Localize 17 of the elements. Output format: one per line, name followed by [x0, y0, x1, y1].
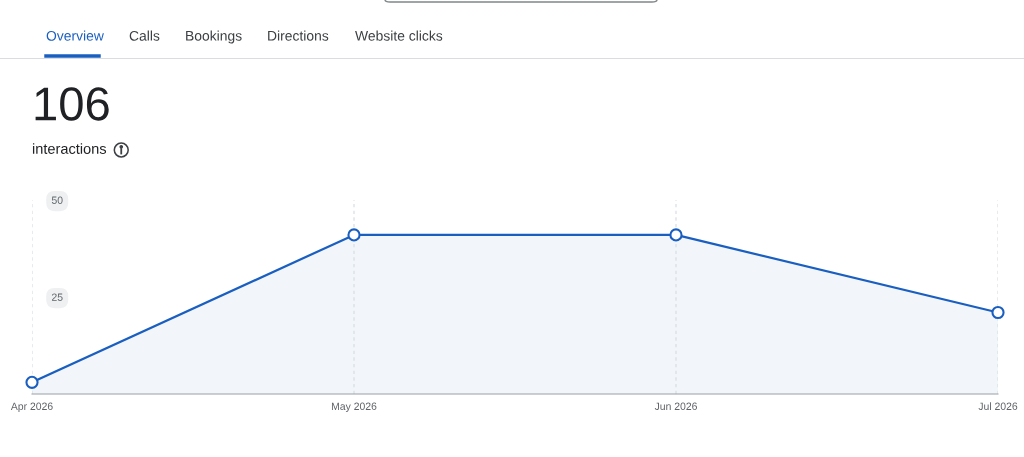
text: Overview	[46, 30, 104, 41]
chart-title: 106	[35, 87, 109, 121]
y-tick-label: 25	[51, 293, 63, 301]
x-tick-label: Apr 2026	[10, 402, 53, 413]
point	[669, 228, 683, 242]
x-tick-label: May 2026	[331, 402, 377, 413]
point	[347, 228, 361, 242]
text: Directions	[268, 30, 329, 41]
x-tick-label: Jun 2026	[654, 402, 697, 410]
chart-subtitle: interactions	[32, 143, 107, 154]
point	[991, 305, 1005, 320]
x-tick-label: Jul 2026	[978, 402, 1018, 410]
y-tick-label: 50	[51, 196, 63, 204]
text: Bookings	[186, 30, 242, 44]
text: Calls	[129, 30, 160, 41]
point	[25, 375, 39, 389]
text: Website clicks	[355, 30, 443, 41]
